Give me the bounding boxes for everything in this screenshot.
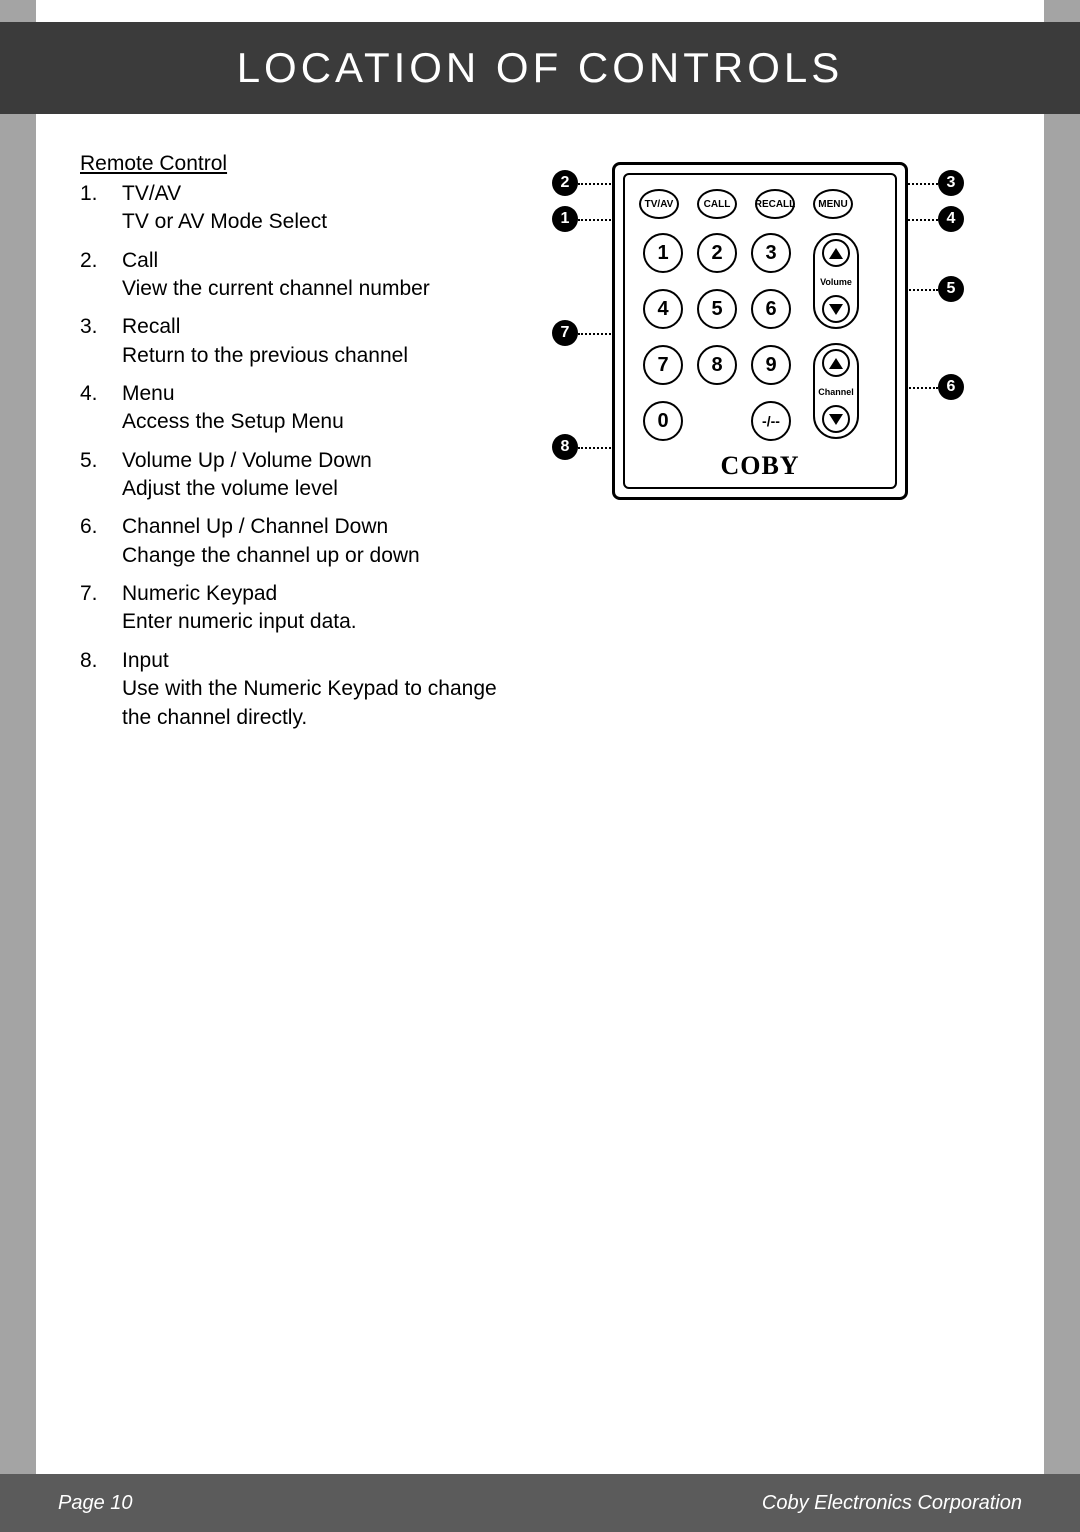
callout-5: 5 [938, 276, 964, 302]
volume-label: Volume [820, 277, 852, 287]
volume-up-icon [822, 239, 850, 267]
list-item-title: Menu [122, 380, 344, 408]
list-item-number: 5. [80, 447, 122, 504]
list-item-number: 2. [80, 247, 122, 304]
list-item-number: 8. [80, 647, 122, 732]
keypad-5: 5 [697, 289, 737, 329]
content-area: Remote Control 1. TV/AV TV or AV Mode Se… [80, 152, 1050, 742]
callout-7: 7 [552, 320, 578, 346]
list-item-desc: Use with the Numeric Keypad to change th… [122, 675, 502, 732]
channel-up-icon [822, 349, 850, 377]
channel-down-icon [822, 405, 850, 433]
remote-diagram: 2 1 7 8 3 4 5 6 TV/AV CALL RECALL [540, 152, 1040, 532]
recall-button: RECALL [755, 189, 795, 219]
callout-3: 3 [938, 170, 964, 196]
input-button: -/-- [751, 401, 791, 441]
callout-8: 8 [552, 434, 578, 460]
list-item: 8. Input Use with the Numeric Keypad to … [80, 647, 1050, 732]
callout-4: 4 [938, 206, 964, 232]
list-item-number: 6. [80, 513, 122, 570]
list-item-desc: Change the channel up or down [122, 542, 420, 570]
list-item-title: Recall [122, 313, 408, 341]
list-item-desc: Adjust the volume level [122, 475, 372, 503]
channel-rocker: Channel [813, 343, 859, 439]
page-number: Page 10 [58, 1492, 133, 1515]
page-title: LOCATION OF CONTROLS [237, 44, 844, 92]
keypad-4: 4 [643, 289, 683, 329]
tvav-button: TV/AV [639, 189, 679, 219]
volume-rocker: Volume [813, 233, 859, 329]
list-item-number: 3. [80, 313, 122, 370]
list-item: 7. Numeric Keypad Enter numeric input da… [80, 580, 1050, 637]
list-item-desc: TV or AV Mode Select [122, 208, 327, 236]
list-item-desc: Access the Setup Menu [122, 408, 344, 436]
callout-2: 2 [552, 170, 578, 196]
keypad-6: 6 [751, 289, 791, 329]
list-item-title: Channel Up / Channel Down [122, 513, 420, 541]
menu-button: MENU [813, 189, 853, 219]
keypad-2: 2 [697, 233, 737, 273]
list-item-title: Volume Up / Volume Down [122, 447, 372, 475]
list-item-title: Numeric Keypad [122, 580, 357, 608]
list-item-number: 4. [80, 380, 122, 437]
callout-6: 6 [938, 374, 964, 400]
keypad-1: 1 [643, 233, 683, 273]
channel-label: Channel [818, 387, 854, 397]
list-item-number: 7. [80, 580, 122, 637]
keypad-9: 9 [751, 345, 791, 385]
company-name: Coby Electronics Corporation [762, 1492, 1022, 1515]
list-item-desc: Return to the previous channel [122, 342, 408, 370]
list-item-desc: View the current channel number [122, 275, 430, 303]
remote-outline: TV/AV CALL RECALL MENU 1 2 3 4 5 6 7 8 9… [612, 162, 908, 500]
footer-band: Page 10 Coby Electronics Corporation [0, 1474, 1080, 1532]
callout-1: 1 [552, 206, 578, 232]
list-item-title: Input [122, 647, 502, 675]
list-item-desc: Enter numeric input data. [122, 608, 357, 636]
list-item-title: Call [122, 247, 430, 275]
list-item-number: 1. [80, 180, 122, 237]
keypad-8: 8 [697, 345, 737, 385]
list-item-title: TV/AV [122, 180, 327, 208]
keypad-3: 3 [751, 233, 791, 273]
keypad-0: 0 [643, 401, 683, 441]
brand-logo: COBY [625, 451, 895, 481]
call-button: CALL [697, 189, 737, 219]
volume-down-icon [822, 295, 850, 323]
remote-inner-outline: TV/AV CALL RECALL MENU 1 2 3 4 5 6 7 8 9… [623, 173, 897, 489]
header-band: LOCATION OF CONTROLS [0, 22, 1080, 114]
keypad-7: 7 [643, 345, 683, 385]
